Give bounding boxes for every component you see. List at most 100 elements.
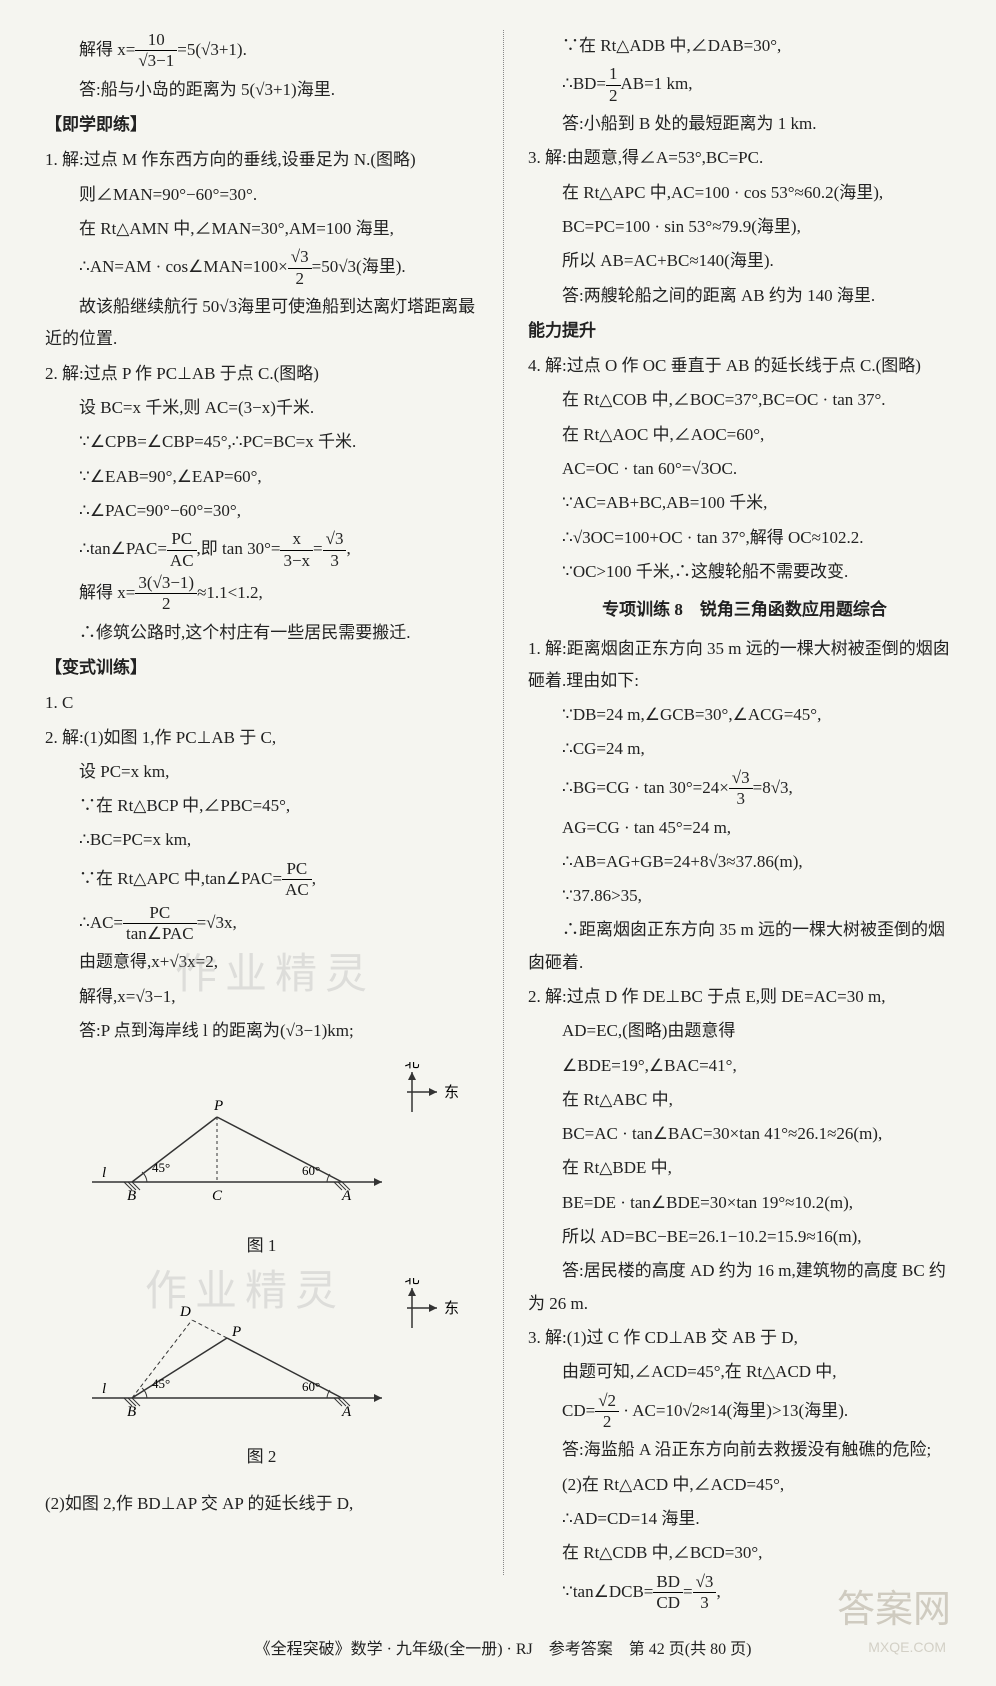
numerator: √3 <box>323 529 347 550</box>
fraction: √33 <box>729 768 753 810</box>
text: ∴BG=CG · tan 30°=24× <box>562 778 729 797</box>
text: ∵tan∠DCB= <box>562 1581 653 1600</box>
svg-text:B: B <box>127 1404 136 1420</box>
text-line: 由题可知,∠ACD=45°,在 Rt△ACD 中, <box>528 1356 961 1388</box>
text-line: 在 Rt△COB 中,∠BOC=37°,BC=OC · tan 37°. <box>528 384 961 416</box>
page-container: 解得 x=10√3−1=5(√3+1). 答:船与小岛的距离为 5(√3+1)海… <box>45 30 961 1615</box>
text-line: 答:P 点到海岸线 l 的距离为(√3−1)km; <box>45 1015 478 1047</box>
text-line: 2. 解:过点 D 作 DE⊥BC 于点 E,则 DE=AC=30 m, <box>528 981 961 1013</box>
numerator: BD <box>653 1572 683 1593</box>
fraction: x3−x <box>280 529 313 571</box>
text-line: 在 Rt△BDE 中, <box>528 1152 961 1184</box>
fraction: PCAC <box>282 859 312 901</box>
text: = <box>683 1581 693 1600</box>
numerator: √3 <box>729 768 753 789</box>
text: ∴AC= <box>79 912 123 931</box>
text-line: ∵∠CPB=∠CBP=45°,∴PC=BC=x 千米. <box>45 426 478 458</box>
denominator: tan∠PAC <box>123 924 197 944</box>
text-line: 所以 AD=BC−BE=26.1−10.2=15.9≈16(m), <box>528 1221 961 1253</box>
text-line: 答:居民楼的高度 AD 约为 16 m,建筑物的高度 BC 约为 26 m. <box>528 1255 961 1320</box>
text: · AC=10√2≈14(海里)>13(海里). <box>619 1400 848 1419</box>
text: ∴BD= <box>562 74 606 93</box>
numerator: √3 <box>693 1572 717 1593</box>
denominator: 2 <box>135 594 197 614</box>
diagram-figure-2: 作业精灵 北 东 <box>45 1278 478 1473</box>
text-line: 3. 解:(1)过 C 作 CD⊥AB 交 AB 于 D, <box>528 1322 961 1354</box>
svg-text:45°: 45° <box>152 1160 170 1175</box>
text-line: 在 Rt△APC 中,AC=100 · cos 53°≈60.2(海里), <box>528 177 961 209</box>
text-line: ∵OC>100 千米,∴这艘轮船不需要改变. <box>528 556 961 588</box>
text-line: 在 Rt△AOC 中,∠AOC=60°, <box>528 419 961 451</box>
text: =8√3, <box>753 778 793 797</box>
text-line: 在 Rt△CDB 中,∠BCD=30°, <box>528 1537 961 1569</box>
svg-text:l: l <box>102 1381 106 1397</box>
text: ∴AN=AM · cos∠MAN=100× <box>79 257 288 276</box>
numerator: 1 <box>606 64 621 85</box>
text-line: 答:两艘轮船之间的距离 AB 约为 140 海里. <box>528 280 961 312</box>
text-line: ∵在 Rt△ADB 中,∠DAB=30°, <box>528 30 961 62</box>
denominator: √3−1 <box>135 51 177 71</box>
text-line: BE=DE · tan∠BDE=30×tan 19°≈10.2(m), <box>528 1187 961 1219</box>
text-line: 在 Rt△AMN 中,∠MAN=30°,AM=100 海里, <box>45 213 478 245</box>
denominator: CD <box>653 1593 683 1613</box>
text-line: ∴修筑公路时,这个村庄有一些居民需要搬迁. <box>45 617 478 649</box>
text-line: 所以 AB=AC+BC≈140(海里). <box>528 245 961 277</box>
text-line: 设 BC=x 千米,则 AC=(3−x)千米. <box>45 392 478 424</box>
numerator: x <box>280 529 313 550</box>
section-header: 【即学即练】 <box>45 109 478 141</box>
text-line: ∴AB=AG+GB=24+8√3≈37.86(m), <box>528 846 961 878</box>
text: , <box>716 1581 720 1600</box>
text-line: AG=CG · tan 45°=24 m, <box>528 812 961 844</box>
svg-text:45°: 45° <box>152 1376 170 1391</box>
text-line: ∴AC=PCtan∠PAC=√3x, <box>45 903 478 945</box>
text: CD= <box>562 1400 595 1419</box>
text-line: 4. 解:过点 O 作 OC 垂直于 AB 的延长线于点 C.(图略) <box>528 350 961 382</box>
numerator: PC <box>167 529 197 550</box>
text: 解得 x= <box>79 40 135 59</box>
text-line: 答:小船到 B 处的最短距离为 1 km. <box>528 108 961 140</box>
text-line: ∴CG=24 m, <box>528 733 961 765</box>
text-line: 答:海监船 A 沿正东方向前去救援没有触礁的危险; <box>528 1434 961 1466</box>
text-line: ∴∠PAC=90°−60°=30°, <box>45 495 478 527</box>
svg-text:东: 东 <box>444 1084 459 1101</box>
text: 解得 x= <box>79 583 135 602</box>
text: =√3x, <box>197 912 237 931</box>
denominator: 3 <box>693 1593 717 1613</box>
text-line: 由题意得,x+√3x=2, <box>45 946 478 978</box>
text: , <box>346 539 350 558</box>
diagram-figure-1: 北 东 l B C A <box>45 1062 478 1262</box>
figure-label: 图 1 <box>45 1230 478 1262</box>
svg-text:60°: 60° <box>302 1379 320 1394</box>
svg-text:C: C <box>212 1188 223 1204</box>
text-line: ∵37.86>35, <box>528 880 961 912</box>
text-line: CD=√22 · AC=10√2≈14(海里)>13(海里). <box>528 1391 961 1433</box>
text-line: 解得 x=10√3−1=5(√3+1). <box>45 30 478 72</box>
text: = <box>313 539 323 558</box>
text-line: 2. 解:过点 P 作 PC⊥AB 于点 C.(图略) <box>45 358 478 390</box>
section-header: 能力提升 <box>528 315 961 347</box>
svg-text:A: A <box>341 1188 352 1204</box>
text-line: ∵AC=AB+BC,AB=100 千米, <box>528 487 961 519</box>
text: ∴tan∠PAC= <box>79 539 167 558</box>
figure-label: 图 2 <box>45 1441 478 1473</box>
numerator: 10 <box>135 30 177 51</box>
denominator: 3−x <box>280 551 313 571</box>
fraction: √32 <box>288 247 312 289</box>
denominator: 2 <box>606 86 621 106</box>
svg-text:P: P <box>213 1098 223 1114</box>
text-line: 1. 解:过点 M 作东西方向的垂线,设垂足为 N.(图略) <box>45 144 478 176</box>
svg-text:D: D <box>179 1304 191 1320</box>
text-line: 1. C <box>45 687 478 719</box>
svg-text:A: A <box>341 1404 352 1420</box>
fraction: √33 <box>323 529 347 571</box>
fraction: BDCD <box>653 1572 683 1614</box>
text: , <box>312 869 316 888</box>
svg-text:东: 东 <box>444 1300 459 1317</box>
text: ,即 tan 30°= <box>197 539 281 558</box>
numerator: √2 <box>595 1391 619 1412</box>
text-line: 2. 解:(1)如图 1,作 PC⊥AB 于 C, <box>45 722 478 754</box>
fraction: 12 <box>606 64 621 106</box>
text-line: BC=AC · tan∠BAC=30×tan 41°≈26.1≈26(m), <box>528 1118 961 1150</box>
svg-text:北: 北 <box>404 1278 419 1287</box>
text-line: ∴BG=CG · tan 30°=24×√33=8√3, <box>528 768 961 810</box>
